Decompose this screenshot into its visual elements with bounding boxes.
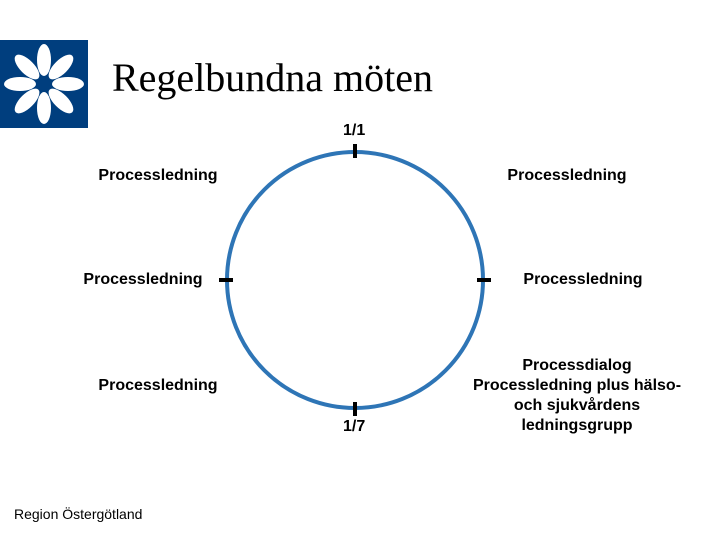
cycle-tick-top bbox=[353, 144, 357, 158]
brand-logo bbox=[0, 40, 88, 128]
flower-icon bbox=[0, 40, 88, 128]
cycle-tick-right bbox=[477, 278, 491, 282]
page-title: Regelbundna möten bbox=[112, 54, 433, 101]
cycle-tick-bottom bbox=[353, 402, 357, 416]
slide: Regelbundna möten 1/1 1/7 Processledning… bbox=[0, 0, 720, 540]
cycle-label-lower-left: Processledning bbox=[93, 376, 223, 396]
footer-brand: Region Östergötland bbox=[14, 506, 142, 522]
cycle-label-mid-left: Processledning bbox=[73, 270, 213, 290]
cycle-tick-left bbox=[219, 278, 233, 282]
cycle-label-lower-right: Processdialog Processledning plus hälso-… bbox=[457, 356, 697, 436]
cycle-marker-top: 1/1 bbox=[343, 122, 365, 140]
cycle-label-upper-left: Processledning bbox=[93, 166, 223, 186]
cycle-label-mid-right: Processledning bbox=[503, 270, 663, 290]
cycle-ring bbox=[225, 150, 485, 410]
cycle-marker-bottom: 1/7 bbox=[343, 418, 365, 436]
cycle-label-upper-right: Processledning bbox=[487, 166, 647, 186]
cycle-diagram: 1/1 1/7 Processledning Processledning Pr… bbox=[225, 150, 485, 410]
